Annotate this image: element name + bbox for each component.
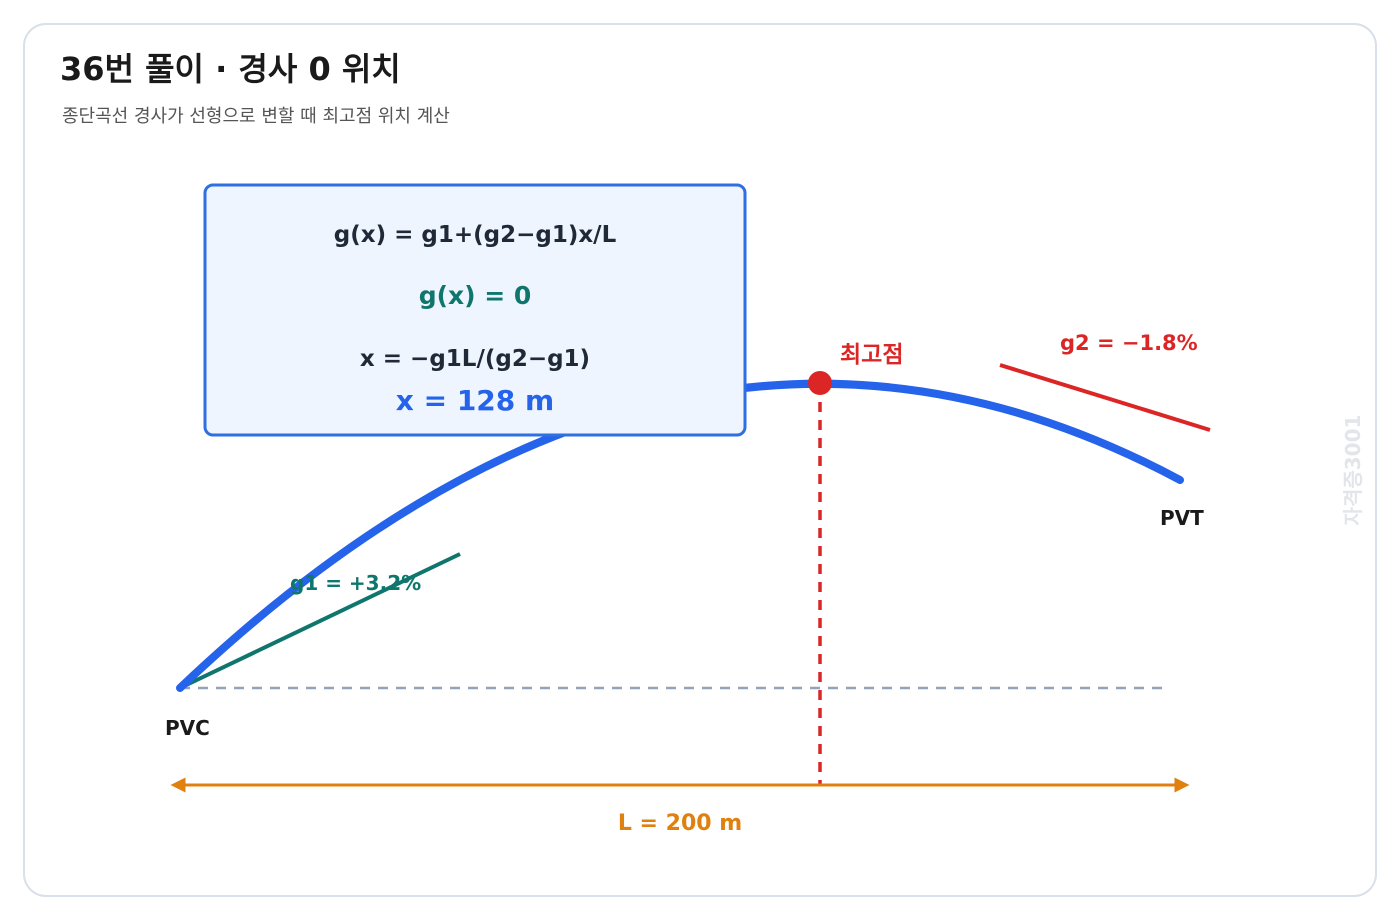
g2-tangent <box>999 363 1211 432</box>
peak-point <box>808 371 832 395</box>
formula-box <box>203 183 747 437</box>
g1-tangent <box>179 552 461 690</box>
formula-line: g(x) = g1+(g2−g1)x/L <box>334 222 617 248</box>
subtitle: 종단곡선 경사가 선형으로 변할 때 최고점 위치 계산 <box>62 106 450 127</box>
formula-line: g(x) = 0 <box>419 281 532 310</box>
length-label: L = 200 m <box>618 811 742 836</box>
formula-line: x = −g1L/(g2−g1) <box>360 346 590 372</box>
pvc-label: PVC <box>165 716 210 740</box>
peak-label: 최고점 <box>840 342 903 368</box>
panel <box>23 23 1377 897</box>
title: 36번 풀이 · 경사 0 위치 <box>60 50 401 88</box>
g1-label: g1 = +3.2% <box>290 571 421 595</box>
pvt-label: PVT <box>1160 506 1204 530</box>
watermark: 자격증3001 <box>1341 415 1365 526</box>
formula-result: x = 128 m <box>396 384 554 417</box>
g2-label: g2 = −1.8% <box>1060 331 1198 355</box>
